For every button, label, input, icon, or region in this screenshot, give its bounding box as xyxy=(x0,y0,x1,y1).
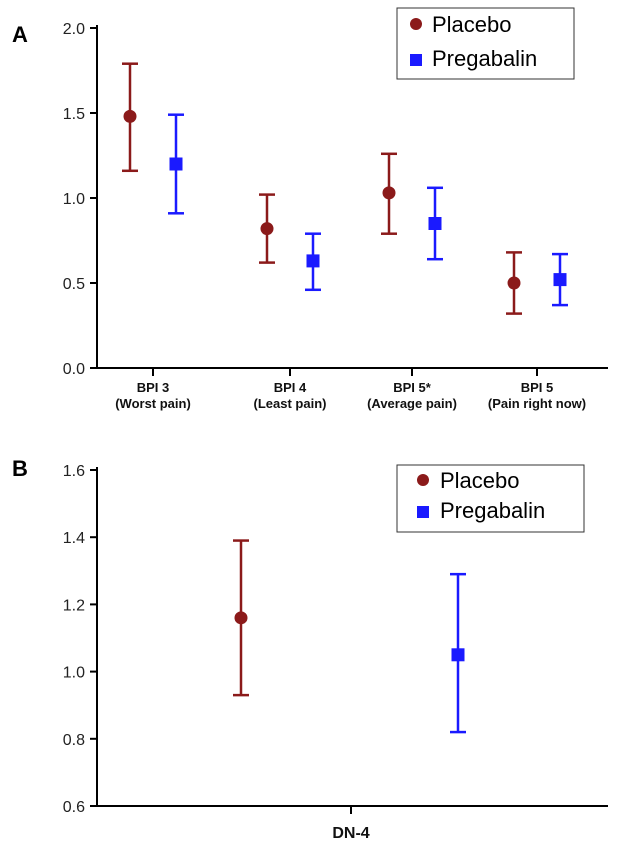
panel-b-legend-placebo-marker xyxy=(417,474,429,486)
panelA-x-tick-label: (Pain right now) xyxy=(488,396,586,411)
panel-b-legend-box xyxy=(396,464,585,533)
panel-a-y-ticks: 0.0 0.5 1.0 1.5 2.0 xyxy=(63,21,97,378)
panelA-y-tick-label: 1.5 xyxy=(63,106,85,123)
panelA-pregabalin-mean-point xyxy=(169,157,183,171)
panel-a-legend: Placebo Pregabalin xyxy=(396,7,575,80)
panelA-placebo-mean-point xyxy=(123,109,137,123)
panelB-y-tick-label: 1.2 xyxy=(63,597,85,614)
panelB-y-tick-label: 1.6 xyxy=(63,463,85,480)
panel-a-legend-box xyxy=(396,7,575,80)
panelA-placebo-mean-point xyxy=(507,276,521,290)
panelA-placebo-mean-point xyxy=(260,222,274,236)
panelB-pregabalin-mean-point xyxy=(451,648,465,662)
panelA-y-tick-label: 0.5 xyxy=(63,276,85,293)
panel-a-legend-pregabalin-marker xyxy=(410,54,422,66)
panel-a-legend-placebo-marker xyxy=(410,18,422,30)
panelA-pregabalin-mean-point xyxy=(428,217,442,230)
panelB-y-tick-label: 1.0 xyxy=(63,665,85,682)
panelA-x-tick-label: BPI 3 xyxy=(137,380,170,395)
panel-a-legend-placebo-label: Placebo xyxy=(432,12,512,37)
panelA-pregabalin-mean-point xyxy=(553,273,567,287)
panelB-placebo-mean-point xyxy=(234,611,248,625)
panelA-x-tick-label: BPI 4 xyxy=(274,380,307,395)
panel-a: A 0.0 0.5 1.0 1.5 2.0 BPI 3(Worst pain) BPI 4… xyxy=(12,7,608,411)
panelA-y-tick-label: 2.0 xyxy=(63,21,85,38)
panelA-placebo-mean-point xyxy=(382,186,396,200)
panel-b-legend-pregabalin-label: Pregabalin xyxy=(440,498,545,523)
panelB-y-tick-label: 1.4 xyxy=(63,530,85,547)
panel-b-label: B xyxy=(12,456,28,481)
panelA-x-tick-label: (Average pain) xyxy=(367,396,457,411)
panelA-x-tick-label: BPI 5* xyxy=(393,380,432,395)
panelA-y-tick-label: 0.0 xyxy=(63,361,85,378)
panelB-y-tick-label: 0.8 xyxy=(63,732,85,749)
panel-b-legend-placebo-label: Placebo xyxy=(440,468,520,493)
panel-a-x-ticks: BPI 3(Worst pain) BPI 4(Least pain) BPI 5*… xyxy=(115,368,586,411)
panel-a-label: A xyxy=(12,22,28,47)
panelB-y-tick-label: 0.6 xyxy=(63,799,85,816)
panelA-y-tick-label: 1.0 xyxy=(63,191,85,208)
panelA-x-tick-label: (Least pain) xyxy=(254,396,327,411)
panel-b-marks xyxy=(233,539,466,734)
panel-b-legend-pregabalin-marker xyxy=(417,506,429,518)
panelA-pregabalin-mean-point xyxy=(306,254,320,268)
panel-b-x-ticks: DN-4 xyxy=(332,806,370,842)
panelA-x-tick-label: BPI 5 xyxy=(521,380,554,395)
panel-a-marks xyxy=(122,62,568,315)
panel-a-legend-pregabalin-label: Pregabalin xyxy=(432,46,537,71)
panel-b-y-ticks: 0.6 0.8 1.0 1.2 1.4 1.6 xyxy=(63,463,97,816)
panelB-x-tick-label: DN-4 xyxy=(332,825,369,842)
panelA-x-tick-label: (Worst pain) xyxy=(115,396,191,411)
panel-b: B 0.6 0.8 1.0 1.2 1.4 1.6 DN-4 Placebo Pregab… xyxy=(12,456,608,842)
panel-b-legend: Placebo Pregabalin xyxy=(396,464,585,533)
